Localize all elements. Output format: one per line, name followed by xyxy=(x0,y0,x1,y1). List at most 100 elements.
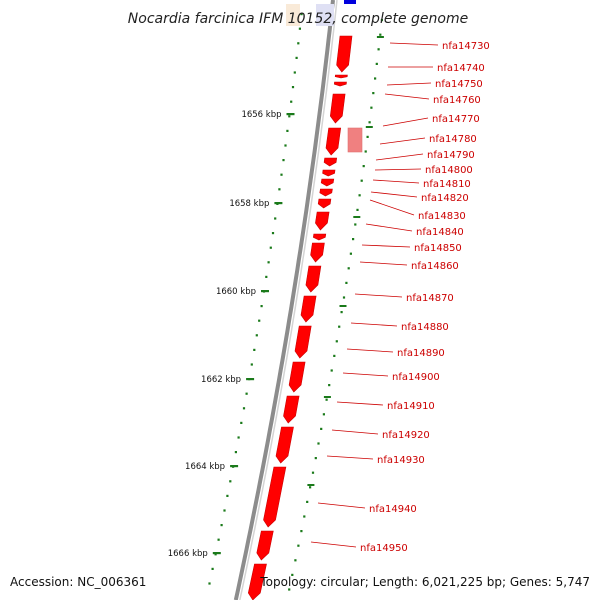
gene-leader-line xyxy=(386,82,432,86)
inner-dot xyxy=(370,106,373,109)
gene-arrow xyxy=(310,242,325,263)
outer-dot xyxy=(226,494,229,497)
gene-arrow xyxy=(322,169,336,177)
outer-dot xyxy=(271,232,275,235)
gene-arrow xyxy=(275,426,294,464)
inner-dot xyxy=(374,77,377,80)
inner-dot xyxy=(297,544,300,547)
gene-arrow xyxy=(334,74,348,79)
gene-label: nfa14910 xyxy=(387,401,435,412)
outer-dot xyxy=(211,567,214,570)
outer-dot xyxy=(297,42,300,45)
gene-arrow-blue xyxy=(344,0,356,4)
kbp-label: 1666 kbp xyxy=(168,549,208,559)
genome-backbone xyxy=(233,0,338,600)
outer-dot xyxy=(237,436,240,439)
gene-label: nfa14770 xyxy=(432,114,480,125)
topology-summary: Topology: circular; Length: 6,021,225 bp… xyxy=(259,575,590,589)
gene-label: nfa14780 xyxy=(429,134,477,145)
gene-leader-line xyxy=(342,372,389,377)
outer-dot xyxy=(265,275,268,278)
outer-dot xyxy=(280,173,283,176)
gene-label: nfa14920 xyxy=(382,430,430,441)
inner-dash xyxy=(307,484,315,486)
kbp-label: 1656 kbp xyxy=(241,110,281,120)
gene-arrow xyxy=(323,157,338,167)
gene-arrow xyxy=(320,178,335,187)
gene-arrow xyxy=(317,198,332,209)
gene-leader-line xyxy=(374,168,422,171)
gene-leader-line xyxy=(382,117,429,127)
inner-dash xyxy=(365,126,373,128)
inner-dot xyxy=(347,267,350,270)
gene-arrow xyxy=(247,563,267,600)
gene-arrow xyxy=(336,35,353,73)
outer-dot xyxy=(229,480,232,483)
inner-dot xyxy=(300,530,303,533)
gene-leader-line xyxy=(354,293,403,298)
outer-dot xyxy=(269,246,272,249)
gene-label: nfa14760 xyxy=(433,95,481,106)
inner-dot xyxy=(372,92,375,95)
accession-text: Accession: NC_006361 xyxy=(10,575,146,589)
inner-dot xyxy=(377,48,380,51)
inner-dot xyxy=(380,19,383,22)
gene-label: nfa14880 xyxy=(401,322,449,333)
gene-track xyxy=(247,0,363,600)
kbp-tick xyxy=(274,202,283,205)
inner-dot xyxy=(379,33,382,36)
outer-dot xyxy=(290,100,293,103)
inner-dot xyxy=(309,486,312,489)
inner-dot xyxy=(366,135,369,138)
gene-arrow xyxy=(333,81,347,87)
outer-dot xyxy=(291,86,295,89)
gene-arrow xyxy=(294,325,312,359)
inner-dot xyxy=(360,179,363,182)
inner-dot xyxy=(288,588,291,591)
outer-dot xyxy=(260,305,263,308)
backbone-highlight xyxy=(239,0,338,600)
inner-dash xyxy=(353,216,361,218)
gene-arrow xyxy=(305,265,322,293)
gene-leader-line xyxy=(365,223,413,232)
outer-dot xyxy=(288,115,291,118)
inner-dot xyxy=(352,238,355,241)
gene-arrow xyxy=(283,395,300,424)
kbp-tick xyxy=(246,378,255,381)
gene-leader-line xyxy=(361,244,411,248)
gene-leader-line xyxy=(310,541,357,548)
inner-dot xyxy=(362,165,365,168)
inner-dot xyxy=(364,150,367,153)
outer-dot xyxy=(286,129,289,132)
inner-dot xyxy=(322,413,325,416)
outer-dot xyxy=(274,217,277,220)
inner-dot xyxy=(294,559,297,562)
outer-dot xyxy=(298,27,301,30)
kbp-label: 1660 kbp xyxy=(216,287,256,297)
inner-dot xyxy=(338,325,341,328)
inner-dot xyxy=(340,311,343,314)
gene-label: nfa14860 xyxy=(411,261,459,272)
gene-label: nfa14830 xyxy=(418,211,466,222)
kbp-tick xyxy=(212,552,221,555)
gene-label: nfa14890 xyxy=(397,348,445,359)
gene-leader-line xyxy=(359,261,408,266)
gene-arrow xyxy=(263,466,287,528)
kbp-tick xyxy=(286,113,295,116)
gene-box-light xyxy=(347,127,363,153)
outer-dot xyxy=(240,421,243,424)
gene-arrow xyxy=(319,188,333,197)
gene-arrow xyxy=(315,211,330,231)
title-highlight-left xyxy=(286,4,300,26)
outer-dot xyxy=(282,159,285,162)
inner-dot xyxy=(368,121,371,124)
outer-dot xyxy=(300,13,303,16)
inner-dot xyxy=(314,457,317,460)
inner-dash xyxy=(339,305,347,307)
gene-leader-line xyxy=(369,199,415,216)
gene-arrow xyxy=(256,530,274,561)
inner-dot xyxy=(333,354,336,357)
gene-arrow xyxy=(288,361,306,393)
gene-leader-line xyxy=(350,322,398,327)
